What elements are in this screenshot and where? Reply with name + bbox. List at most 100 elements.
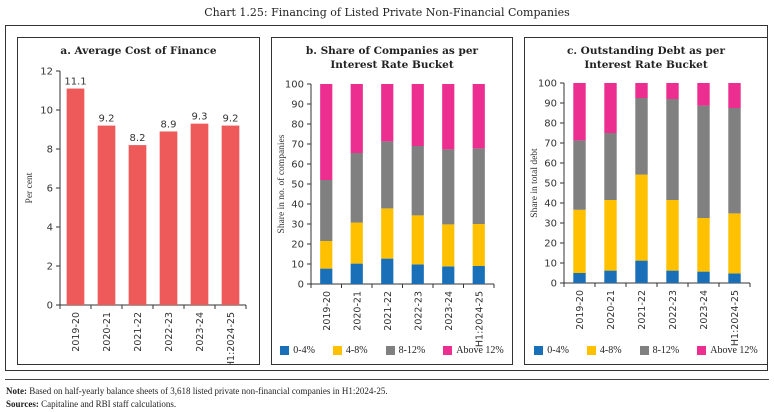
panel-a-title: a. Average Cost of Finance [60, 45, 217, 57]
x-tick-label: 2020-21 [102, 312, 113, 352]
swatch-8-12 [639, 346, 649, 355]
legend-label: 8-12% [398, 345, 426, 356]
bar-segment-0-4- [381, 258, 394, 284]
note-separator [5, 379, 769, 380]
legend-b: 0-4% 4-8% 8-12% Above 12% [272, 345, 512, 356]
bar-segment-above-12- [381, 84, 394, 142]
data-label: 9.2 [223, 114, 239, 125]
legend-item-4-8: 4-8% [332, 345, 368, 356]
x-tick-label: 2023-24 [444, 291, 455, 331]
bar [221, 125, 240, 305]
x-tick-label: H1:2024-25 [730, 290, 741, 346]
bar [97, 125, 116, 305]
legend-item-above-12: Above 12% [443, 345, 504, 356]
bar-segment-above-12- [697, 83, 710, 106]
bar-segment-8-12- [472, 148, 485, 224]
y-axis-label: Share in total debt [530, 148, 540, 218]
y-tick-label: 10 [544, 259, 557, 270]
y-tick-label: 0 [298, 280, 304, 291]
bar-segment-above-12- [472, 84, 485, 149]
bar-segment-4-8- [635, 174, 648, 261]
x-tick-label: 2019-20 [575, 290, 586, 330]
bar-segment-4-8- [573, 209, 586, 273]
panel-b-title-line1: b. Share of Companies as per [305, 45, 479, 57]
chart-b-svg: 0 10 20 30 40 50 60 70 80 90 100 Share in no. of co… [276, 80, 495, 347]
y-tick-label: 2 [47, 262, 53, 273]
x-tick-label: 2021-22 [637, 290, 648, 330]
y-tick-label: 4 [47, 223, 53, 234]
x-tick-label: 2022-23 [668, 290, 679, 330]
bar-segment-4-8- [350, 222, 363, 264]
note-line: Note: Based on half-yearly balance sheet… [6, 385, 388, 398]
data-label: 11.1 [64, 77, 86, 88]
legend-label: 4-8% [345, 345, 368, 356]
x-tick-label: 2020-21 [352, 291, 363, 331]
panel-c-title: c. Outstanding Debt as per Interest Rate… [525, 44, 767, 72]
bar-segment-above-12- [728, 83, 741, 108]
y-tick-label: 90 [291, 100, 304, 111]
x-tick-label: H1:2024-25 [226, 312, 237, 364]
bar-segment-8-12- [728, 108, 741, 214]
x-tick-label: 2021-22 [133, 312, 144, 352]
y-tick-label: 80 [291, 120, 304, 131]
data-label: 9.2 [99, 114, 115, 125]
y-tick-label: 70 [544, 139, 557, 150]
legend-item-above-12: Above 12% [697, 345, 758, 356]
bar-segment-8-12- [666, 99, 679, 200]
y-tick-label: 0 [551, 279, 557, 290]
bar-segment-above-12- [604, 83, 617, 133]
bar-segment-8-12- [411, 146, 424, 216]
bar-segment-4-8- [381, 208, 394, 259]
legend-label: Above 12% [456, 345, 504, 356]
legend-label: Above 12% [710, 345, 758, 356]
y-tick-label: 10 [40, 106, 53, 117]
y-tick-label: 30 [291, 220, 304, 231]
x-tick-label: 2021-22 [383, 291, 394, 331]
y-tick-label: 60 [544, 159, 557, 170]
panel-c-title-line2: Interest Rate Bucket [584, 59, 708, 71]
legend-item-0-4: 0-4% [534, 345, 569, 356]
bar-segment-8-12- [604, 133, 617, 200]
bar-segment-above-12- [320, 84, 333, 180]
y-tick-label: 8 [47, 145, 53, 156]
legend-label: 8-12% [652, 345, 680, 356]
bar-segment-0-4- [666, 270, 679, 283]
bar-segment-above-12- [573, 83, 586, 141]
chart-a-svg: 0 2 4 6 8 10 12 Per cent 2019-20 11.1 2020-21 9.2 20… [25, 67, 247, 364]
y-tick-label: 90 [544, 99, 557, 110]
bar-segment-above-12- [411, 84, 424, 146]
data-label: 8.2 [130, 133, 146, 144]
bar [128, 145, 147, 305]
y-tick-label: 70 [291, 140, 304, 151]
data-label: 9.3 [192, 112, 208, 123]
bar-segment-8-12- [320, 180, 333, 241]
bar-segment-0-4- [604, 270, 617, 283]
swatch-above-12 [443, 346, 453, 355]
y-tick-label: 20 [291, 240, 304, 251]
bar [159, 131, 178, 305]
swatch-0-4 [534, 346, 544, 355]
panel-b-title: b. Share of Companies as per Interest Ra… [272, 44, 512, 72]
bar-segment-above-12- [442, 84, 455, 150]
legend-label: 4-8% [599, 345, 622, 356]
bar-segment-4-8- [697, 218, 710, 272]
bar-segment-4-8- [472, 224, 485, 266]
x-tick-label: 2019-20 [322, 291, 333, 331]
swatch-above-12 [697, 346, 707, 355]
swatch-4-8 [586, 346, 596, 355]
x-tick-label: 2022-23 [413, 291, 424, 331]
panel-c-title-line1: c. Outstanding Debt as per [566, 45, 726, 57]
panel-average-cost: a. Average Cost of Finance 0 2 4 6 8 10 12 Per … [17, 37, 260, 365]
y-tick-label: 20 [544, 239, 557, 250]
bar-segment-8-12- [697, 105, 710, 218]
y-tick-label: 100 [538, 79, 557, 90]
note-text: Based on half-yearly balance sheets of 3… [27, 386, 388, 396]
panel-outstanding-debt: c. Outstanding Debt as per Interest Rate… [524, 37, 768, 365]
bar-segment-8-12- [573, 140, 586, 210]
bar-segment-above-12- [350, 84, 363, 153]
bar-segment-4-8- [604, 200, 617, 271]
y-tick-label: 0 [47, 301, 53, 312]
y-tick-label: 80 [544, 119, 557, 130]
legend-item-0-4: 0-4% [280, 345, 315, 356]
bar-segment-0-4- [573, 273, 586, 283]
